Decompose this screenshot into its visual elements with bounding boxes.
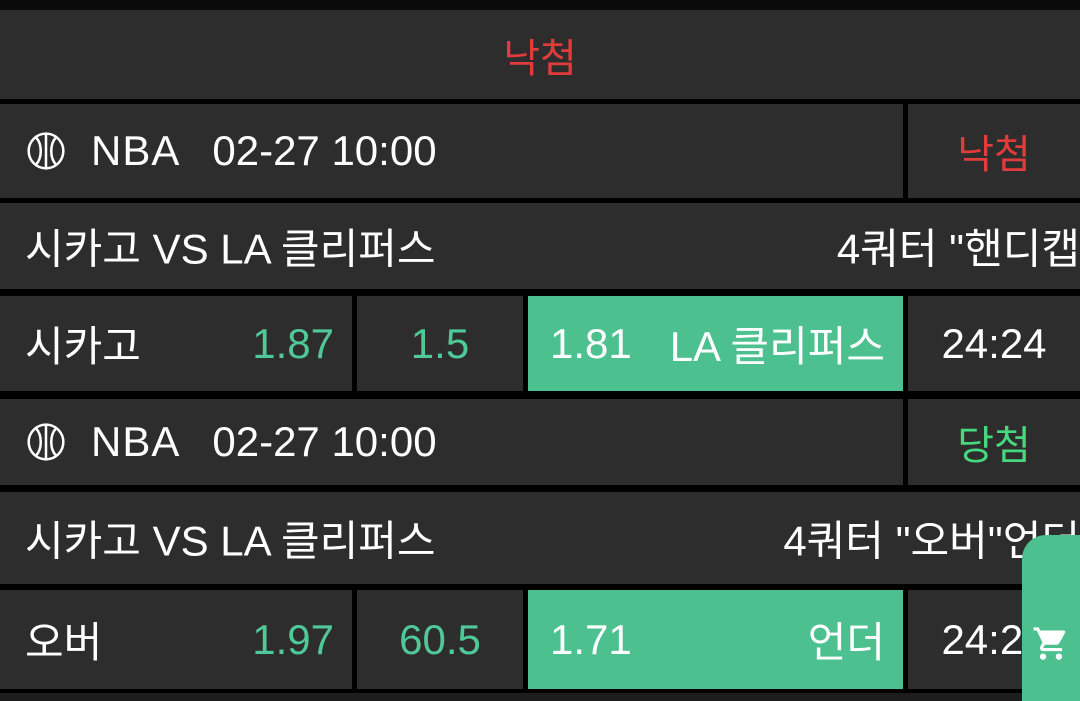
divider xyxy=(903,590,908,689)
game-header-row: NBA 02-27 10:00 당첨 xyxy=(0,399,1080,485)
divider xyxy=(352,296,357,391)
side1-odds: 1.97 xyxy=(252,615,334,663)
line-value: 1.5 xyxy=(410,319,470,367)
side1-name: 시카고 xyxy=(25,323,141,370)
basketball-icon xyxy=(25,421,67,463)
league-label: NBA xyxy=(91,127,181,174)
divider xyxy=(352,590,357,689)
bet-status-badge: 당첨 xyxy=(908,399,1080,485)
cart-button[interactable] xyxy=(1022,535,1080,701)
game-header-row: NBA 02-27 10:00 낙첨 xyxy=(0,104,1080,198)
odds-cell-picked: 1.81 LA 클리퍼스 xyxy=(528,296,903,391)
divider xyxy=(0,198,1080,203)
divider xyxy=(523,590,528,689)
match-row: 시카고 VS LA 클리퍼스 4쿼터 "오버"언더 xyxy=(0,492,1080,584)
divider xyxy=(0,485,1080,492)
divider xyxy=(0,584,1080,590)
divider xyxy=(0,99,1080,104)
divider xyxy=(903,296,908,391)
match-teams: 시카고 VS LA 클리퍼스 xyxy=(25,517,436,565)
page-header: 낙첨 xyxy=(0,10,1080,99)
odds-cell-line: 1.5 xyxy=(357,296,523,391)
picked-name: 언더 xyxy=(807,619,885,666)
line-value: 60.5 xyxy=(399,615,481,663)
divider xyxy=(0,289,1080,296)
game-info: NBA 02-27 10:00 xyxy=(0,399,903,485)
odds-row: 시카고 1.87 1.5 1.81 LA 클리퍼스 24:24 xyxy=(0,296,1080,391)
game-info: NBA 02-27 10:00 xyxy=(0,104,903,198)
page-header-status: 낙첨 xyxy=(503,36,577,81)
picked-name: LA 클리퍼스 xyxy=(669,323,885,370)
odds-row: 오버 1.97 60.5 1.71 언더 24:24 xyxy=(0,590,1080,689)
league-label: NBA xyxy=(91,418,181,465)
picked-odds: 1.81 xyxy=(550,319,632,367)
divider xyxy=(903,104,908,198)
top-strip xyxy=(0,0,1080,10)
score-cell: 24:24 xyxy=(908,296,1080,391)
bet-status-badge: 낙첨 xyxy=(908,104,1080,198)
market-label: 4쿼터 "핸디캡 xyxy=(836,225,1080,273)
side1-odds: 1.87 xyxy=(252,319,334,367)
odds-cell-picked: 1.71 언더 xyxy=(528,590,903,689)
odds-cell-side1: 오버 1.97 xyxy=(0,590,352,689)
divider xyxy=(0,391,1080,399)
divider xyxy=(903,399,908,485)
shopping-cart-icon xyxy=(1032,625,1070,666)
odds-cell-side1: 시카고 1.87 xyxy=(0,296,352,391)
odds-cell-line: 60.5 xyxy=(357,590,523,689)
match-row: 시카고 VS LA 클리퍼스 4쿼터 "핸디캡 xyxy=(0,203,1080,289)
side1-name: 오버 xyxy=(25,619,103,666)
divider xyxy=(523,296,528,391)
picked-odds: 1.71 xyxy=(550,615,632,663)
match-teams: 시카고 VS LA 클리퍼스 xyxy=(25,225,436,273)
score-value: 24:24 xyxy=(941,319,1047,367)
game-datetime: 02-27 10:00 xyxy=(212,418,437,465)
bottom-strip xyxy=(0,689,1080,701)
game-datetime: 02-27 10:00 xyxy=(212,127,437,174)
basketball-icon xyxy=(25,130,67,172)
